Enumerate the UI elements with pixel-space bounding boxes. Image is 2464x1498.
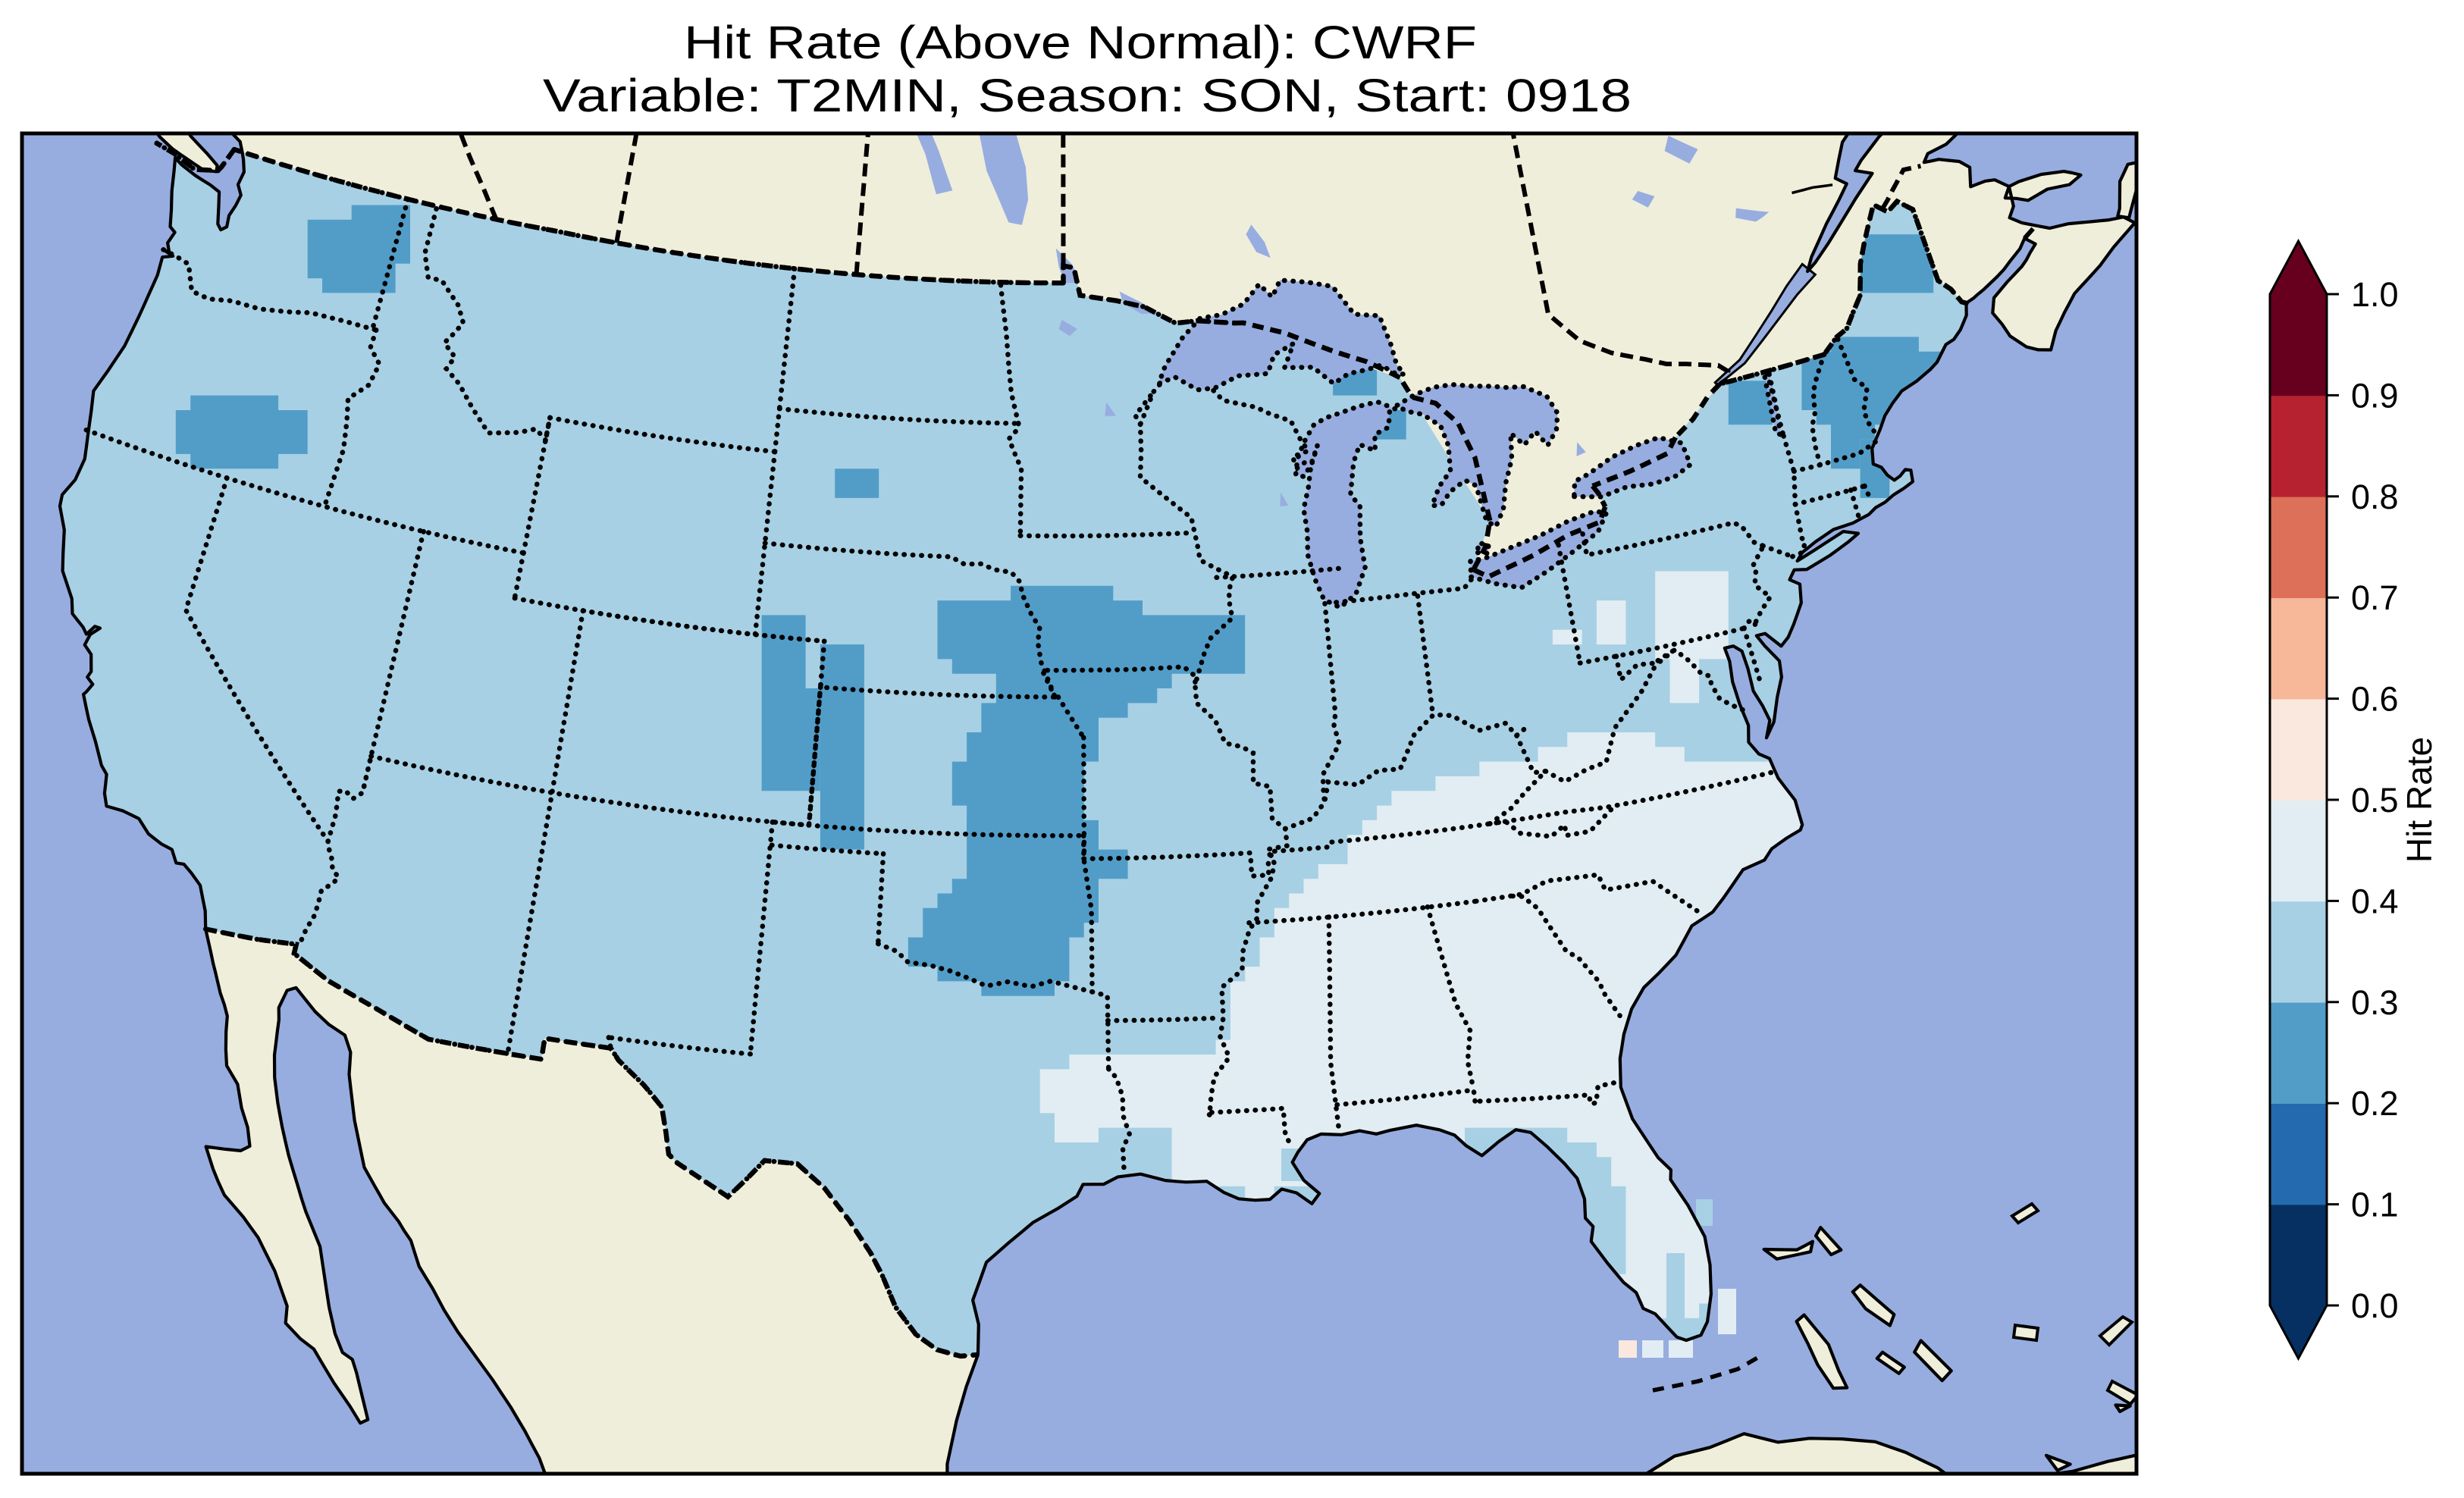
svg-text:0.0: 0.0 (2351, 1286, 2399, 1325)
svg-text:0.1: 0.1 (2351, 1186, 2399, 1224)
svg-text:0.3: 0.3 (2351, 983, 2399, 1022)
svg-text:Variable: T2MIN, Season: SON,: Variable: T2MIN, Season: SON, Start: 091… (543, 70, 1632, 121)
svg-text:1.0: 1.0 (2351, 275, 2399, 314)
svg-text:0.9: 0.9 (2351, 376, 2399, 415)
svg-text:0.8: 0.8 (2351, 478, 2399, 516)
svg-text:0.5: 0.5 (2351, 781, 2399, 820)
svg-text:Hit Rate: Hit Rate (2400, 737, 2439, 863)
svg-text:0.4: 0.4 (2351, 882, 2399, 920)
svg-text:Hit Rate (Above Normal): CWRF: Hit Rate (Above Normal): CWRF (684, 17, 1477, 68)
svg-text:0.2: 0.2 (2351, 1084, 2399, 1123)
svg-text:0.7: 0.7 (2351, 578, 2399, 617)
svg-text:0.6: 0.6 (2351, 680, 2399, 719)
